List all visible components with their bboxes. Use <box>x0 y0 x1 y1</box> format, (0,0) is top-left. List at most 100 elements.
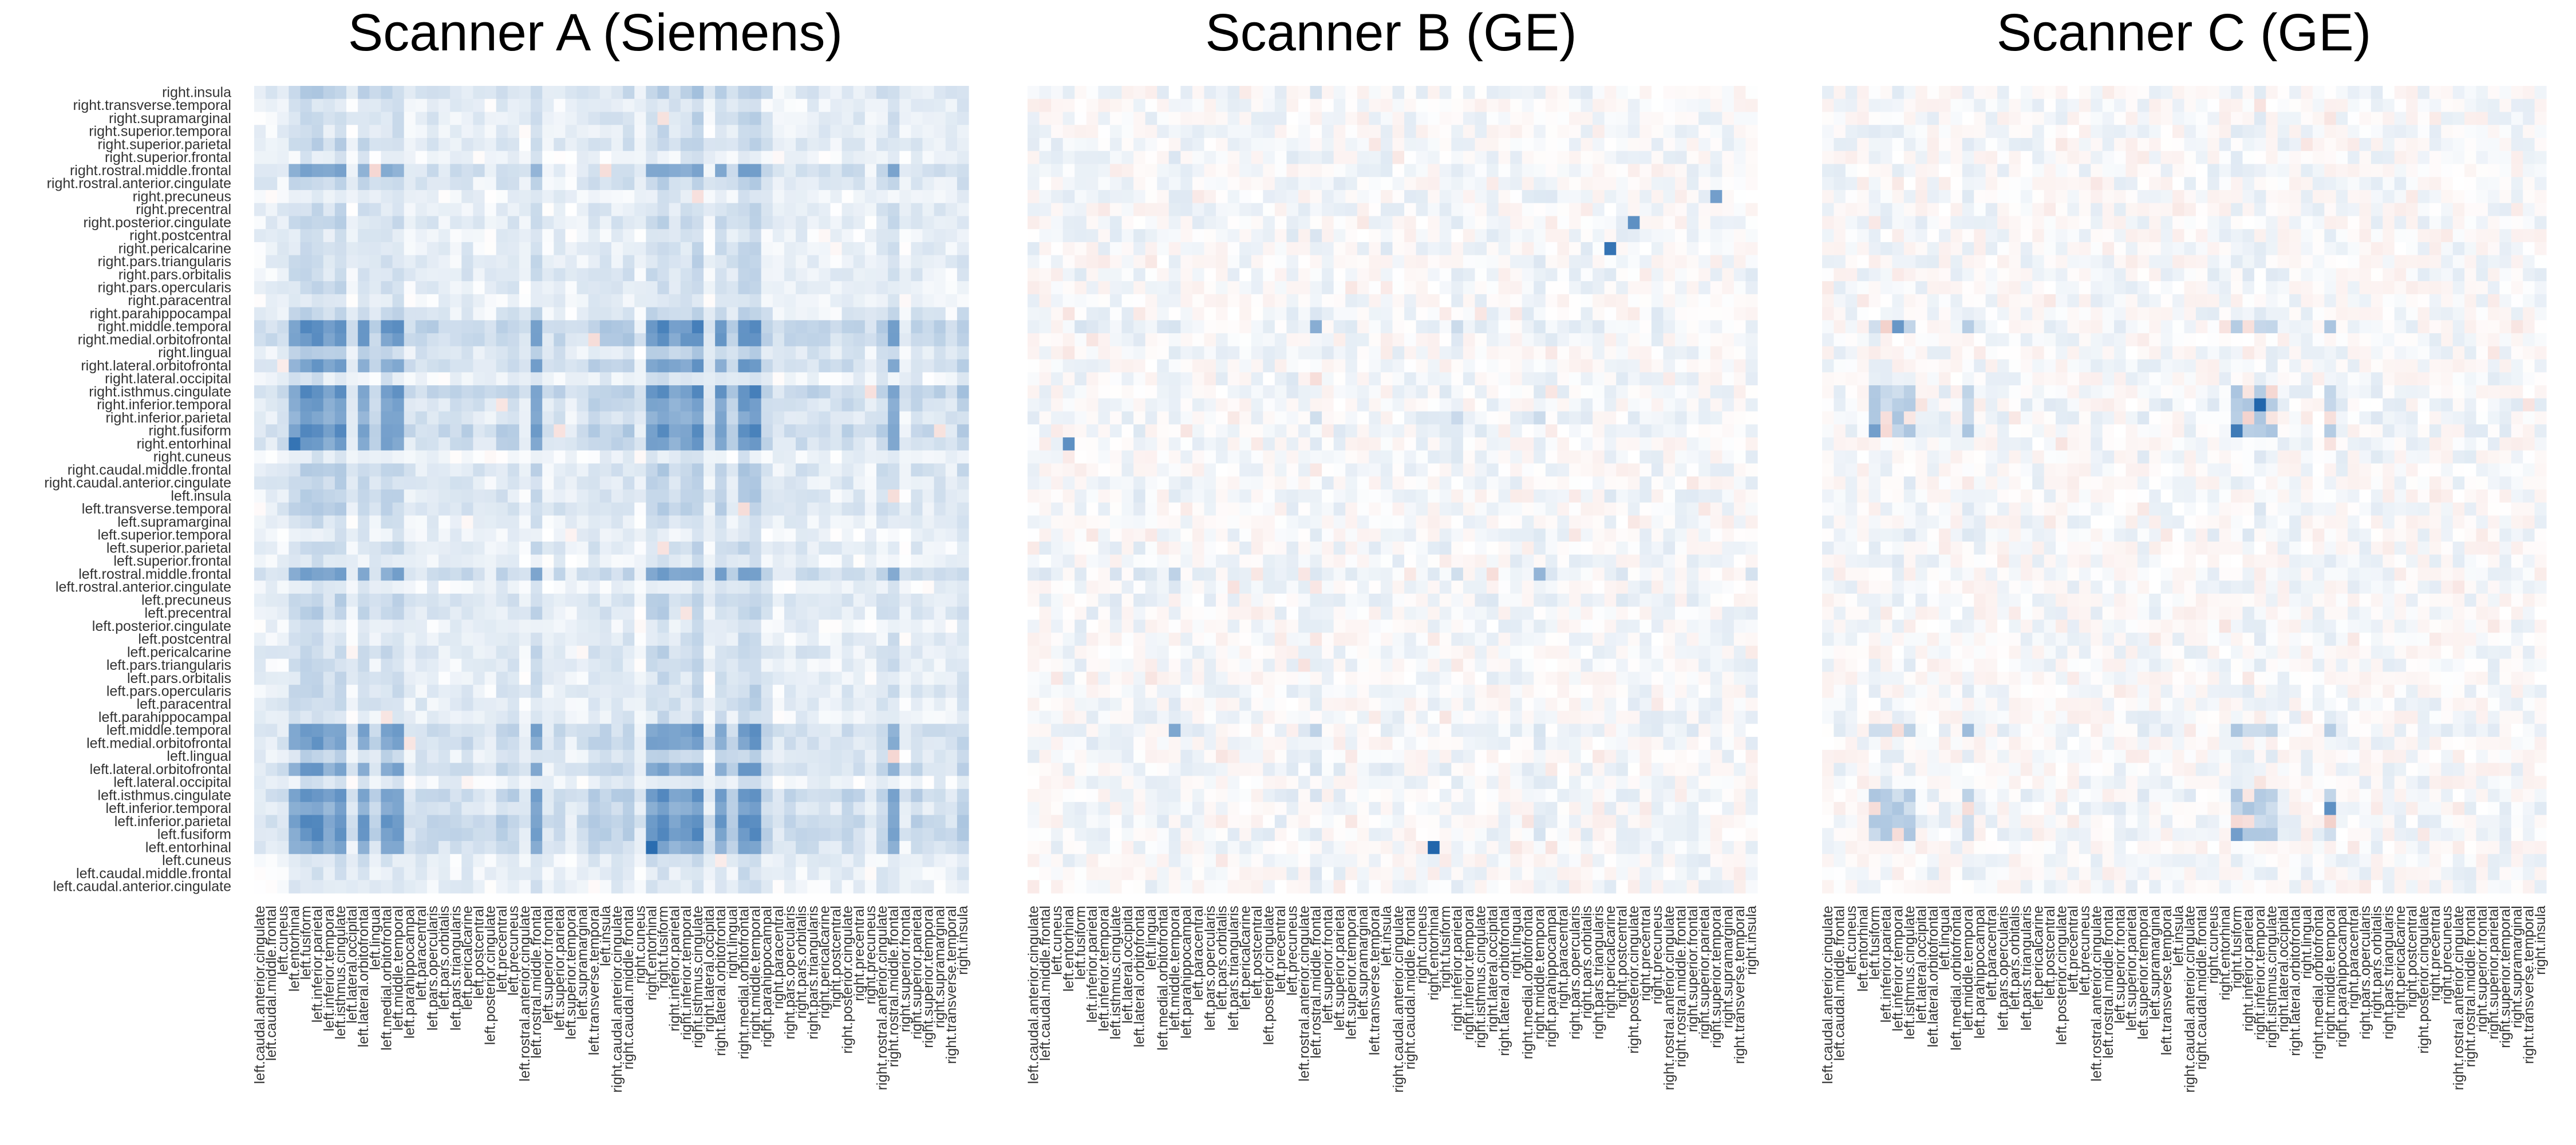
heatmap-cell <box>692 567 704 581</box>
heatmap-cell <box>346 137 358 152</box>
heatmap-cell <box>392 437 405 451</box>
heatmap-cell <box>473 242 485 256</box>
heatmap-cell <box>277 333 289 347</box>
heatmap-cell <box>1557 151 1570 165</box>
heatmap-cell <box>565 294 578 308</box>
heatmap-cell <box>415 189 428 204</box>
heatmap-cell <box>289 294 301 308</box>
heatmap-cell <box>715 802 727 816</box>
heatmap-cell <box>692 125 704 139</box>
heatmap-cell <box>311 645 324 660</box>
heatmap-cell <box>426 112 439 125</box>
heatmap-cell <box>726 633 739 646</box>
heatmap-cell <box>864 593 877 607</box>
heatmap-cell <box>796 411 808 425</box>
heatmap-cell <box>300 398 313 412</box>
heatmap-cell <box>1510 137 1523 152</box>
heatmap-cell <box>1639 112 1652 125</box>
heatmap-cell <box>300 476 313 490</box>
heatmap-cell <box>957 619 969 633</box>
heatmap-cell <box>289 502 301 516</box>
heatmap-cell <box>381 255 393 269</box>
heatmap-cell <box>819 515 831 529</box>
heatmap-cell <box>346 749 358 764</box>
heatmap-cell <box>1180 281 1193 295</box>
heatmap-cell <box>1522 229 1534 243</box>
heatmap-cell <box>1380 86 1393 100</box>
heatmap-cell <box>507 489 520 503</box>
heatmap-cell <box>761 606 773 621</box>
heatmap-cell <box>888 476 900 490</box>
heatmap-cell <box>1498 255 1511 269</box>
heatmap-cell <box>1568 151 1582 165</box>
heatmap-cell <box>1051 281 1064 295</box>
heatmap-cell <box>576 593 589 607</box>
heatmap-cell <box>450 411 462 425</box>
heatmap-cell <box>911 737 923 751</box>
heatmap-cell <box>646 281 658 295</box>
heatmap-cell <box>784 385 796 399</box>
heatmap-cell <box>554 645 566 660</box>
heatmap-cell <box>830 450 843 464</box>
heatmap-cell <box>300 854 313 868</box>
heatmap-cell <box>819 528 831 542</box>
heatmap-cell <box>611 424 623 438</box>
heatmap-cell <box>507 528 520 542</box>
heatmap-cell <box>876 229 888 243</box>
heatmap-cell <box>531 710 543 724</box>
heatmap-cell <box>254 398 266 412</box>
heatmap-cell <box>438 333 451 347</box>
heatmap-cell <box>704 333 716 347</box>
heatmap-cell <box>1216 216 1228 230</box>
heatmap-cell <box>369 164 382 177</box>
heatmap-cell <box>704 398 716 412</box>
heatmap-cell <box>588 554 600 568</box>
heatmap-cell <box>300 242 313 256</box>
heatmap-cell <box>277 463 289 477</box>
heatmap-cell <box>415 672 428 685</box>
heatmap-cell <box>346 189 358 204</box>
heatmap-cell <box>496 229 508 243</box>
heatmap-cell <box>1698 137 1711 152</box>
heatmap-cell <box>531 398 543 412</box>
heatmap-cell <box>415 541 428 555</box>
heatmap-cell <box>922 255 935 269</box>
heatmap-cell <box>1581 125 1593 139</box>
heatmap-cell <box>542 776 554 789</box>
heatmap-cell <box>922 346 935 360</box>
heatmap-cell <box>922 581 935 594</box>
heatmap-cell <box>772 294 785 308</box>
heatmap-cell <box>519 581 531 594</box>
heatmap-cell <box>415 749 428 764</box>
heatmap-cell <box>438 476 451 490</box>
heatmap-cell <box>415 424 428 438</box>
heatmap-cell <box>588 815 600 828</box>
heatmap-cell <box>289 854 301 868</box>
heatmap-cell <box>738 385 750 399</box>
heatmap-cell <box>922 528 935 542</box>
heatmap-cell <box>680 98 693 113</box>
heatmap-cell <box>945 567 958 581</box>
heatmap-cell <box>807 776 819 789</box>
heatmap-cell <box>496 606 508 621</box>
heatmap-cell <box>1239 98 1252 113</box>
heatmap-cell <box>911 112 923 125</box>
heatmap-cell <box>772 776 785 789</box>
heatmap-cell <box>554 763 566 776</box>
heatmap-cell <box>853 411 866 425</box>
heatmap-cell <box>369 424 382 438</box>
heatmap-cell <box>657 242 670 256</box>
heatmap-cell <box>934 424 946 438</box>
heatmap-cell <box>358 385 370 399</box>
heatmap-cell <box>542 633 554 646</box>
heatmap-cell <box>369 398 382 412</box>
heatmap-cell <box>542 606 554 621</box>
heatmap-cell <box>346 437 358 451</box>
heatmap-cell <box>300 581 313 594</box>
heatmap-cell <box>623 86 635 100</box>
heatmap-cell <box>1145 112 1157 125</box>
heatmap-cell <box>1133 86 1146 100</box>
heatmap-cell <box>334 749 347 764</box>
heatmap-cell <box>772 763 785 776</box>
heatmap-cell <box>761 437 773 451</box>
